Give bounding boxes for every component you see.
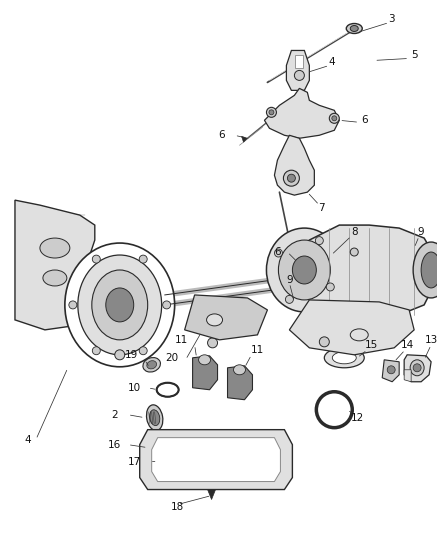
Ellipse shape — [329, 114, 339, 123]
Ellipse shape — [279, 240, 330, 300]
Polygon shape — [241, 136, 247, 142]
Ellipse shape — [350, 26, 358, 31]
Ellipse shape — [332, 116, 337, 121]
Text: 13: 13 — [424, 335, 438, 345]
Polygon shape — [286, 51, 309, 91]
Ellipse shape — [410, 360, 424, 376]
Polygon shape — [140, 430, 293, 489]
Ellipse shape — [413, 364, 421, 372]
Polygon shape — [152, 438, 280, 481]
Text: 11: 11 — [251, 345, 264, 355]
Polygon shape — [275, 135, 314, 195]
Ellipse shape — [146, 405, 163, 431]
Ellipse shape — [350, 329, 368, 341]
Ellipse shape — [350, 248, 358, 256]
Ellipse shape — [275, 249, 283, 257]
Polygon shape — [309, 225, 434, 318]
Polygon shape — [382, 360, 399, 382]
Polygon shape — [208, 489, 215, 499]
Ellipse shape — [157, 383, 179, 397]
Polygon shape — [227, 366, 252, 400]
Ellipse shape — [266, 228, 342, 312]
Polygon shape — [193, 356, 218, 390]
Ellipse shape — [65, 243, 175, 367]
Ellipse shape — [147, 361, 156, 369]
Ellipse shape — [287, 174, 295, 182]
Ellipse shape — [161, 386, 175, 394]
Ellipse shape — [286, 295, 293, 303]
Ellipse shape — [198, 355, 211, 365]
Polygon shape — [404, 370, 411, 382]
Polygon shape — [404, 355, 431, 382]
Ellipse shape — [106, 288, 134, 322]
Text: 6: 6 — [218, 130, 225, 140]
Ellipse shape — [269, 110, 274, 115]
Ellipse shape — [207, 314, 223, 326]
Text: 17: 17 — [128, 457, 141, 466]
Polygon shape — [15, 200, 95, 330]
Text: 6: 6 — [274, 247, 281, 257]
Ellipse shape — [149, 410, 160, 425]
Ellipse shape — [283, 170, 300, 186]
Polygon shape — [184, 295, 268, 340]
Text: 19: 19 — [125, 350, 138, 360]
Ellipse shape — [40, 238, 70, 258]
Text: 8: 8 — [351, 227, 357, 237]
Polygon shape — [295, 55, 304, 68]
Text: 20: 20 — [165, 353, 178, 363]
Text: 7: 7 — [318, 203, 325, 213]
Ellipse shape — [421, 252, 438, 288]
Text: 10: 10 — [128, 383, 141, 393]
Text: 3: 3 — [388, 13, 395, 23]
Text: 12: 12 — [351, 413, 364, 423]
Ellipse shape — [208, 338, 218, 348]
Text: 16: 16 — [108, 440, 121, 450]
Polygon shape — [265, 88, 339, 138]
Text: 9: 9 — [286, 275, 293, 285]
Ellipse shape — [326, 283, 334, 291]
Text: 2: 2 — [111, 410, 118, 419]
Ellipse shape — [162, 301, 171, 309]
Ellipse shape — [332, 352, 356, 364]
Text: 5: 5 — [411, 51, 417, 60]
Polygon shape — [290, 300, 414, 355]
Text: 9: 9 — [418, 227, 424, 237]
Ellipse shape — [92, 347, 100, 355]
Ellipse shape — [139, 347, 147, 355]
Ellipse shape — [233, 365, 245, 375]
Ellipse shape — [78, 255, 162, 355]
Ellipse shape — [319, 337, 329, 347]
Ellipse shape — [69, 301, 77, 309]
Ellipse shape — [324, 348, 364, 368]
Text: 11: 11 — [175, 335, 188, 345]
Ellipse shape — [92, 255, 100, 263]
Ellipse shape — [266, 107, 276, 117]
Ellipse shape — [413, 242, 438, 298]
Ellipse shape — [43, 270, 67, 286]
Ellipse shape — [115, 350, 125, 360]
Ellipse shape — [387, 366, 395, 374]
Text: 4: 4 — [25, 434, 31, 445]
Ellipse shape — [315, 237, 323, 245]
Ellipse shape — [316, 392, 352, 427]
Ellipse shape — [323, 399, 345, 421]
Text: 15: 15 — [364, 340, 378, 350]
Text: 6: 6 — [361, 115, 367, 125]
Text: 4: 4 — [328, 58, 335, 68]
Ellipse shape — [346, 23, 362, 34]
Ellipse shape — [139, 255, 147, 263]
Ellipse shape — [143, 358, 160, 372]
Text: 14: 14 — [400, 340, 414, 350]
Ellipse shape — [92, 270, 148, 340]
Ellipse shape — [294, 70, 304, 80]
Text: 18: 18 — [171, 503, 184, 513]
Ellipse shape — [293, 256, 316, 284]
